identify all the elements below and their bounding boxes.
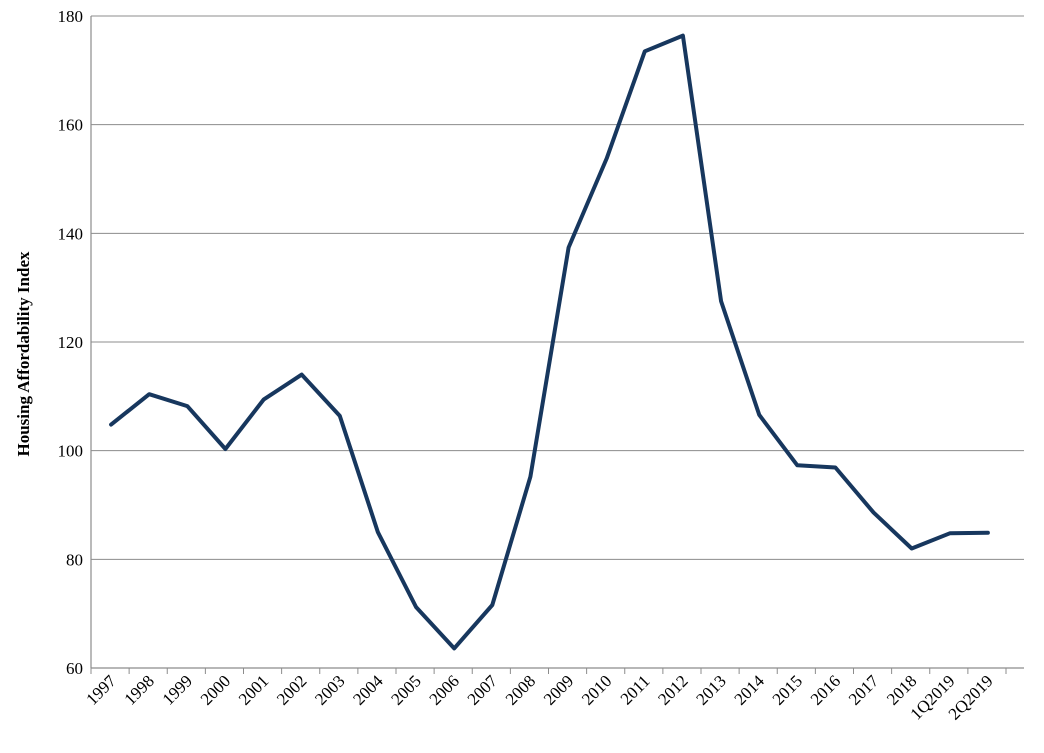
x-tick-label-2001: 2001	[235, 671, 272, 708]
x-tick-label-2002: 2002	[273, 671, 310, 708]
x-tick-label-2016: 2016	[807, 671, 844, 708]
x-tick-label-2009: 2009	[540, 671, 577, 708]
x-tick-label-2003: 2003	[311, 671, 348, 708]
x-tick-label-2017: 2017	[845, 671, 883, 709]
x-tick-label-1997: 1997	[82, 671, 120, 709]
x-axis	[90, 16, 1024, 674]
x-tick-label-2004: 2004	[349, 671, 387, 709]
x-tick-label-2007: 2007	[464, 671, 502, 709]
y-tick-label-180: 180	[58, 7, 84, 26]
y-axis-title: Housing Affordability Index	[14, 251, 33, 456]
x-tick-label-2011: 2011	[617, 671, 654, 708]
y-tick-label-140: 140	[58, 224, 84, 243]
x-tick-label-2000: 2000	[197, 671, 234, 708]
series-group	[109, 33, 990, 651]
x-tick-labels: 1997 1998 1999 2000 2001 2002 2003 2004 2005 2006…	[82, 671, 996, 724]
y-tick-label-60: 60	[66, 659, 83, 678]
x-tick-label-2012: 2012	[654, 671, 691, 708]
y-tick-label-160: 160	[58, 116, 84, 135]
x-tick-label-2013: 2013	[692, 671, 729, 708]
x-tick-label-1998: 1998	[121, 671, 158, 708]
y-tick-label-80: 80	[66, 550, 83, 569]
x-tick-label-1999: 1999	[159, 671, 196, 708]
series-line-0	[109, 33, 990, 651]
x-tick-label-2010: 2010	[578, 671, 615, 708]
x-tick-label-2005: 2005	[387, 671, 424, 708]
x-tick-label-2015: 2015	[769, 671, 806, 708]
x-tick-label-2014: 2014	[731, 671, 769, 709]
y-tick-label-120: 120	[58, 333, 84, 352]
gridlines	[91, 15, 1024, 560]
y-tick-label-100: 100	[58, 442, 84, 461]
x-tick-label-2006: 2006	[426, 671, 463, 708]
x-tick-label-2008: 2008	[502, 671, 539, 708]
y-tick-labels: 60 80 100 120 140 160 180	[58, 7, 84, 678]
